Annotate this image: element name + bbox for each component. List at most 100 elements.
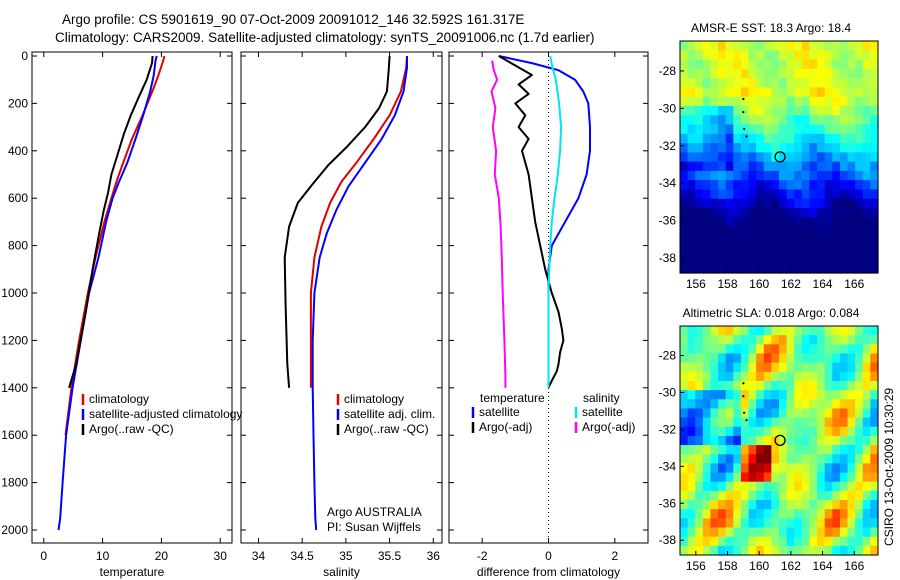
map-cell: [839, 362, 849, 373]
map-cell: [809, 399, 818, 410]
map-cell: [779, 472, 788, 483]
map-cell: [870, 189, 879, 200]
y-tick-label: 0: [21, 49, 28, 63]
x-tick-label: 158: [718, 277, 738, 291]
map-cell: [771, 545, 780, 556]
map-cell: [763, 133, 772, 144]
map-cell: [794, 170, 803, 181]
map-cell: [824, 198, 833, 209]
map-cell: [862, 198, 871, 209]
map-cell: [680, 426, 689, 437]
map-cell: [771, 161, 780, 172]
map-cell: [687, 226, 696, 237]
legend-group-title: temperature: [480, 391, 545, 405]
map-cell: [855, 245, 864, 256]
map-cell: [855, 208, 864, 218]
map-cell: [779, 353, 788, 364]
map-cell: [779, 189, 788, 200]
map-cell: [870, 536, 879, 547]
map-cell: [740, 217, 750, 228]
map-cell: [809, 170, 818, 181]
map-cell: [740, 536, 750, 547]
map-cell: [725, 500, 734, 510]
map-cell: [779, 217, 788, 228]
map-cell: [710, 380, 719, 391]
map-cell: [870, 263, 879, 274]
map-cell: [779, 417, 788, 428]
map-cell: [809, 454, 818, 464]
map-cell: [786, 380, 795, 391]
map-cell: [862, 152, 871, 163]
map-cell: [847, 263, 856, 274]
map-cell: [687, 115, 696, 126]
map-cell: [809, 500, 818, 510]
map-cell: [718, 472, 727, 483]
map-cell: [740, 417, 750, 428]
map-cell: [763, 189, 772, 200]
map-cell: [847, 454, 856, 464]
map-cell: [740, 445, 750, 455]
plot-frame: [240, 51, 443, 544]
map-cell: [740, 235, 750, 246]
map-cell: [839, 545, 849, 556]
map-cell: [809, 105, 818, 116]
map-cell: [801, 41, 811, 51]
map-cell: [748, 353, 757, 364]
map-cell: [763, 124, 772, 135]
map-cell: [718, 68, 727, 79]
map-cell: [733, 245, 742, 256]
map-cell: [710, 545, 719, 556]
map-cell: [870, 161, 879, 172]
map-cell: [740, 180, 750, 191]
map-cell: [779, 527, 788, 538]
map-cell: [847, 133, 856, 144]
map-cell: [801, 143, 811, 153]
map-cell: [779, 68, 788, 79]
map-cell: [824, 161, 833, 172]
map-cell: [862, 509, 871, 519]
map-cell: [817, 217, 826, 228]
map-cell: [839, 380, 849, 391]
map-cell: [824, 454, 833, 464]
map-cell: [801, 254, 811, 265]
map-cell: [763, 198, 772, 209]
map-cell: [839, 463, 849, 474]
map-cell: [855, 254, 864, 265]
profile-panel-temperature: 0 10 20 30 0 200 400 600 800 1000 1200 1400 1600 1800…: [1, 49, 233, 579]
map-cell: [839, 133, 849, 144]
map-cell: [809, 180, 818, 191]
x-tick-label: 156: [686, 277, 706, 291]
map-cell: [855, 536, 864, 547]
series-line-argo-raw-qc-: [68, 55, 154, 389]
map-cell: [733, 87, 742, 98]
map-cell: [733, 481, 742, 492]
map-cell: [725, 235, 734, 246]
map-cell: [687, 435, 696, 446]
map-cell: [733, 226, 742, 237]
map-cell: [862, 435, 871, 446]
map-cell: [725, 518, 734, 529]
map-cell: [862, 170, 871, 181]
map-cell: [702, 463, 712, 474]
map-cell: [817, 208, 826, 218]
map-cell: [824, 50, 833, 61]
map-cell: [862, 545, 871, 556]
map-cell: [839, 115, 849, 126]
map-cell: [801, 59, 811, 70]
map-cell: [801, 463, 811, 474]
map-cell: [801, 217, 811, 228]
map-cell: [862, 87, 871, 98]
y-tick-label: 1000: [1, 286, 28, 300]
map-cell: [725, 371, 734, 382]
map-cell: [779, 143, 788, 153]
map-cell: [794, 217, 803, 228]
map-cell: [779, 115, 788, 126]
map-cell: [733, 527, 742, 538]
map-cell: [824, 408, 833, 419]
map-cell: [756, 59, 765, 70]
map-cell: [786, 408, 795, 419]
map-cell: [779, 426, 788, 437]
map-cell: [855, 326, 864, 336]
map-cell: [779, 399, 788, 410]
map-cell: [733, 509, 742, 519]
